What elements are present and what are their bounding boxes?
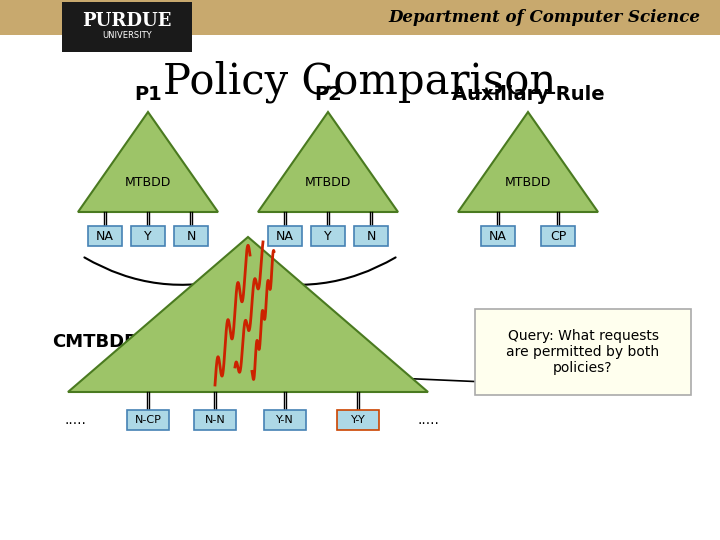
- Text: Query: What requests
are permitted by both
policies?: Query: What requests are permitted by bo…: [506, 329, 660, 375]
- FancyBboxPatch shape: [174, 226, 208, 246]
- FancyBboxPatch shape: [264, 410, 306, 430]
- Text: Department of Computer Science: Department of Computer Science: [388, 10, 700, 26]
- Text: Y: Y: [144, 230, 152, 242]
- Text: P1: P1: [134, 85, 162, 105]
- Text: MTBDD: MTBDD: [505, 176, 552, 188]
- Text: .....: .....: [417, 413, 439, 427]
- Text: CMTBDD: CMTBDD: [52, 333, 139, 351]
- Text: Auxiliary Rule: Auxiliary Rule: [451, 85, 604, 105]
- Text: N: N: [186, 230, 196, 242]
- Text: Y-N: Y-N: [276, 415, 294, 425]
- Text: NA: NA: [276, 230, 294, 242]
- Polygon shape: [78, 112, 218, 212]
- FancyBboxPatch shape: [354, 226, 388, 246]
- FancyBboxPatch shape: [131, 226, 165, 246]
- Polygon shape: [258, 112, 398, 212]
- FancyBboxPatch shape: [311, 226, 345, 246]
- FancyBboxPatch shape: [481, 226, 515, 246]
- Text: P2: P2: [314, 85, 342, 105]
- Text: N: N: [366, 230, 376, 242]
- FancyBboxPatch shape: [88, 226, 122, 246]
- Text: MTBDD: MTBDD: [125, 176, 171, 188]
- Text: Y-Y: Y-Y: [351, 415, 365, 425]
- Bar: [62, 2, 192, 52]
- Text: .....: .....: [64, 413, 86, 427]
- FancyBboxPatch shape: [127, 410, 169, 430]
- Text: PURDUE: PURDUE: [82, 12, 171, 30]
- Text: Policy Comparison: Policy Comparison: [163, 60, 557, 103]
- Text: NA: NA: [489, 230, 507, 242]
- Bar: [0, 0, 720, 35]
- Polygon shape: [68, 237, 428, 392]
- Text: N-N: N-N: [204, 415, 225, 425]
- FancyBboxPatch shape: [194, 410, 236, 430]
- FancyBboxPatch shape: [541, 226, 575, 246]
- FancyBboxPatch shape: [475, 309, 691, 395]
- Text: Y: Y: [324, 230, 332, 242]
- FancyBboxPatch shape: [337, 410, 379, 430]
- Text: CP: CP: [550, 230, 566, 242]
- Text: NA: NA: [96, 230, 114, 242]
- FancyBboxPatch shape: [268, 226, 302, 246]
- Text: MTBDD: MTBDD: [305, 176, 351, 188]
- Text: N-CP: N-CP: [135, 415, 161, 425]
- Polygon shape: [458, 112, 598, 212]
- Text: UNIVERSITY: UNIVERSITY: [102, 30, 152, 39]
